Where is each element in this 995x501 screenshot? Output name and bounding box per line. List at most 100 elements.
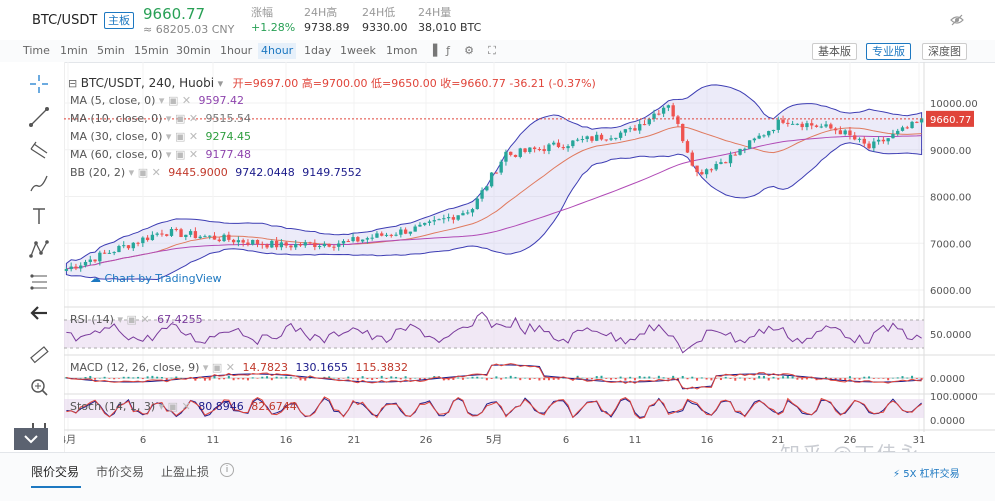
legend-bb[interactable]: BB (20, 2) ▾ ▣ ✕ 9445.9000 9742.0448 914… (70, 166, 362, 179)
macd-histogram-bar (524, 377, 527, 379)
macd-histogram-bar (122, 376, 125, 379)
candle-body (814, 125, 819, 127)
tf-time[interactable]: Time (23, 44, 50, 57)
zoom-in-icon[interactable] (28, 376, 50, 398)
tf-15min[interactable]: 15min (134, 44, 169, 57)
stoch-k-line (66, 397, 922, 419)
macd-histogram-bar (466, 377, 469, 379)
candle-body (403, 229, 408, 234)
collapse-panel-button[interactable] (14, 428, 48, 450)
candle-body (719, 162, 723, 164)
legend-ma30[interactable]: MA (30, close, 0) ▾ ▣ ✕ 9274.45 (70, 130, 252, 143)
macd-histogram-bar (777, 378, 780, 380)
pattern-icon[interactable] (28, 238, 50, 260)
candle-body (155, 233, 159, 235)
candle-body (638, 124, 642, 131)
candle-body (399, 229, 403, 235)
candle-body (609, 138, 613, 140)
price-axis-label: 8000.00 (930, 193, 971, 204)
candle-body (618, 132, 623, 138)
fullscreen-icon[interactable]: ⛶ (488, 44, 496, 57)
candle-body (351, 237, 355, 242)
tf-4hour[interactable]: 4hour (258, 43, 297, 59)
brush-icon[interactable] (28, 172, 50, 194)
tf-5min[interactable]: 5min (97, 44, 125, 57)
candle-body (69, 266, 73, 270)
rsi-label: RSI (14) (70, 313, 114, 326)
macd-histogram-bar (753, 378, 756, 381)
crosshair-icon[interactable] (28, 73, 50, 95)
bb-value-3: 9149.7552 (302, 166, 362, 179)
macd-histogram-bar (600, 375, 603, 379)
macd-histogram-bar (786, 375, 789, 379)
symbol-name[interactable]: BTC/USDT (32, 13, 98, 28)
candle-body (504, 151, 508, 162)
tf-1week[interactable]: 1week (340, 44, 376, 57)
indicators-icon[interactable]: ƒ (446, 44, 450, 57)
fib-icon[interactable] (28, 271, 50, 293)
macd-histogram-bar (418, 378, 421, 381)
candle-body (126, 245, 131, 249)
candle-body (614, 137, 618, 139)
macd-histogram-bar (552, 378, 555, 380)
text-tool-icon[interactable] (28, 205, 50, 227)
candle-body (518, 148, 522, 157)
macd-histogram-bar (533, 378, 536, 379)
tradingview-badge[interactable]: ☁ Chart by TradingView (90, 272, 222, 285)
leverage-hint[interactable]: ⚡ 5X 杠杆交易 (893, 465, 960, 480)
chart-canvas[interactable]: 9660.77 10000.00 9000.00 8000.00 7000.00 6000… (64, 62, 995, 452)
pitchfork-icon[interactable] (28, 139, 50, 161)
candle-body (752, 138, 757, 141)
legend-stoch[interactable]: Stoch (14, 1, 3) ▾ ▣ ✕ 80.8946 82.6744 (70, 400, 297, 413)
macd-histogram-bar (170, 377, 173, 379)
tab-limit-order[interactable]: 限价交易 (31, 465, 80, 479)
candle-body (886, 138, 890, 142)
macd-histogram-bar (495, 376, 498, 379)
candle-body (136, 242, 140, 244)
macd-histogram-bar (906, 377, 909, 379)
macd-histogram-bar (863, 376, 866, 379)
back-arrow-icon[interactable] (28, 302, 50, 324)
chart-area[interactable]: 9660.77 10000.00 9000.00 8000.00 7000.00 6000… (64, 62, 995, 452)
last-price-tag (926, 110, 974, 127)
macd-histogram-bar (146, 376, 149, 379)
macd-histogram-bar (791, 376, 794, 379)
collapse-icon[interactable]: ⊟ (68, 77, 78, 90)
macd-histogram-bar (141, 378, 144, 380)
stoch-value-1: 80.8946 (198, 400, 244, 413)
basic-view-button[interactable]: 基本版 (812, 43, 857, 60)
legend-macd[interactable]: MACD (12, 26, close, 9) ▾ ▣ ✕ 14.7823 13… (70, 361, 408, 374)
info-icon[interactable]: i (220, 463, 234, 477)
candle-body (728, 154, 733, 164)
macd-histogram-bar (696, 378, 699, 381)
tf-1hour[interactable]: 1hour (220, 44, 253, 57)
candle-style-icon[interactable]: ▐ (428, 44, 438, 57)
tab-market-order[interactable]: 市价交易 (96, 465, 145, 479)
tf-1day[interactable]: 1day (304, 44, 332, 57)
candle-body (848, 130, 852, 136)
trend-line-icon[interactable] (28, 106, 50, 128)
tab-stop-order[interactable]: 止盈止损 (161, 465, 210, 479)
candle-body (107, 252, 112, 254)
candle-body (231, 239, 236, 243)
macd-histogram-bar (801, 378, 804, 380)
tf-30min[interactable]: 30min (176, 44, 211, 57)
tradingview-label: Chart by TradingView (104, 272, 222, 285)
legend-ma10[interactable]: MA (10, close, 0) ▾ ▣ ✕ 9515.54 (70, 112, 252, 125)
macd-histogram-bar (280, 377, 283, 379)
legend-rsi[interactable]: RSI (14) ▾ ▣ ✕ 67.4255 (70, 313, 203, 326)
macd-histogram-bar (423, 378, 426, 381)
candle-body (733, 154, 737, 156)
x-axis-label: 21 (772, 435, 785, 446)
legend-ma5[interactable]: MA (5, close, 0) ▾ ▣ ✕ 9597.42 (70, 94, 245, 107)
pro-view-button[interactable]: 专业版 (866, 43, 911, 60)
tf-1min[interactable]: 1min (60, 44, 88, 57)
ma-label: MA (5, close, 0) (70, 94, 156, 107)
hide-icon[interactable] (950, 13, 964, 27)
legend-ma60[interactable]: MA (60, close, 0) ▾ ▣ ✕ 9177.48 (70, 148, 252, 161)
candle-body (341, 241, 346, 244)
depth-view-button[interactable]: 深度图 (922, 43, 967, 60)
ruler-icon[interactable] (28, 344, 50, 366)
tf-1mon[interactable]: 1mon (386, 44, 418, 57)
settings-icon[interactable]: ⚙ (464, 44, 474, 57)
